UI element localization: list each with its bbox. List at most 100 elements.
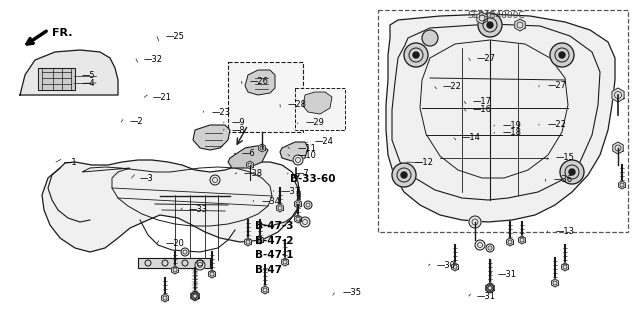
Polygon shape <box>486 283 494 293</box>
Polygon shape <box>276 204 284 212</box>
Circle shape <box>422 30 438 46</box>
Polygon shape <box>613 142 623 154</box>
Circle shape <box>413 52 419 58</box>
Polygon shape <box>193 125 230 150</box>
Polygon shape <box>612 88 624 102</box>
Text: —3: —3 <box>140 174 153 182</box>
Polygon shape <box>561 263 568 271</box>
Text: —2: —2 <box>129 117 143 126</box>
Text: —8: —8 <box>232 126 245 135</box>
Polygon shape <box>257 236 264 244</box>
Text: B-47-2: B-47-2 <box>255 236 293 246</box>
Polygon shape <box>515 19 525 31</box>
Text: —10: —10 <box>298 151 316 160</box>
Polygon shape <box>506 238 513 246</box>
Polygon shape <box>209 270 216 278</box>
Text: —7: —7 <box>296 169 309 178</box>
Text: —6: —6 <box>242 149 255 158</box>
Text: —23: —23 <box>211 108 230 117</box>
Circle shape <box>181 248 189 256</box>
Circle shape <box>550 43 574 67</box>
Circle shape <box>392 163 416 187</box>
Text: —14: —14 <box>462 133 481 142</box>
Circle shape <box>469 216 481 228</box>
Text: —21: —21 <box>152 93 171 102</box>
Bar <box>378 10 628 232</box>
Polygon shape <box>228 145 268 168</box>
Text: —36: —36 <box>554 175 573 184</box>
Circle shape <box>478 13 502 37</box>
Text: —20: —20 <box>165 239 184 248</box>
Polygon shape <box>138 258 210 268</box>
Text: —28: —28 <box>288 100 307 109</box>
Polygon shape <box>20 50 118 95</box>
Polygon shape <box>280 142 308 162</box>
Polygon shape <box>294 215 301 223</box>
Bar <box>295 88 345 130</box>
Text: —37: —37 <box>282 187 301 196</box>
Polygon shape <box>262 286 268 294</box>
Text: —27: —27 <box>477 54 496 63</box>
Circle shape <box>304 201 312 209</box>
Polygon shape <box>282 258 289 266</box>
Text: —22: —22 <box>547 120 566 129</box>
Text: —38: —38 <box>243 169 262 178</box>
Text: —33: —33 <box>189 205 208 214</box>
Text: —35: —35 <box>342 288 362 297</box>
Polygon shape <box>161 294 168 302</box>
Text: —15: —15 <box>556 153 574 162</box>
Polygon shape <box>244 238 252 246</box>
Circle shape <box>486 244 494 252</box>
Polygon shape <box>245 70 275 95</box>
Circle shape <box>475 240 485 250</box>
Text: —18: —18 <box>502 128 522 137</box>
Text: —24: —24 <box>315 137 333 146</box>
Circle shape <box>195 260 205 270</box>
Polygon shape <box>246 161 253 169</box>
Bar <box>228 62 303 132</box>
Text: —1: —1 <box>64 158 77 167</box>
Polygon shape <box>191 292 198 300</box>
Polygon shape <box>518 236 525 244</box>
Text: —27: —27 <box>547 81 566 90</box>
Text: B-33-60: B-33-60 <box>290 174 335 184</box>
Text: B-47-1: B-47-1 <box>255 250 293 260</box>
Polygon shape <box>386 14 615 222</box>
Circle shape <box>293 155 303 165</box>
Polygon shape <box>477 12 487 24</box>
Polygon shape <box>38 68 75 90</box>
Text: —17: —17 <box>472 97 492 106</box>
Circle shape <box>210 175 220 185</box>
Polygon shape <box>303 92 332 114</box>
Text: —34: —34 <box>261 197 280 206</box>
Text: —31: —31 <box>477 292 496 300</box>
Text: —12: —12 <box>415 158 433 167</box>
Text: —25: —25 <box>165 32 184 41</box>
Text: —5: —5 <box>82 71 95 80</box>
Text: SEP4B4800C: SEP4B4800C <box>467 11 525 20</box>
Text: —31: —31 <box>498 271 517 279</box>
Text: —11: —11 <box>298 144 316 153</box>
Polygon shape <box>452 263 458 271</box>
Circle shape <box>559 52 565 58</box>
Text: FR.: FR. <box>52 28 72 38</box>
Text: —19: —19 <box>502 121 521 130</box>
Text: —4: —4 <box>82 79 95 88</box>
Circle shape <box>404 43 428 67</box>
Text: B-47-3: B-47-3 <box>255 221 293 232</box>
Circle shape <box>487 22 493 28</box>
Polygon shape <box>259 144 266 152</box>
Polygon shape <box>618 181 625 189</box>
Text: —22: —22 <box>443 82 461 91</box>
Polygon shape <box>191 291 199 301</box>
Polygon shape <box>486 284 493 292</box>
Text: —9: —9 <box>232 118 245 127</box>
Text: —32: —32 <box>144 55 163 63</box>
Text: —13: —13 <box>556 227 575 236</box>
Circle shape <box>560 160 584 184</box>
Text: B-47: B-47 <box>255 264 282 275</box>
Text: —16: —16 <box>472 105 492 114</box>
Polygon shape <box>172 266 179 274</box>
Polygon shape <box>552 279 559 287</box>
Circle shape <box>569 169 575 175</box>
